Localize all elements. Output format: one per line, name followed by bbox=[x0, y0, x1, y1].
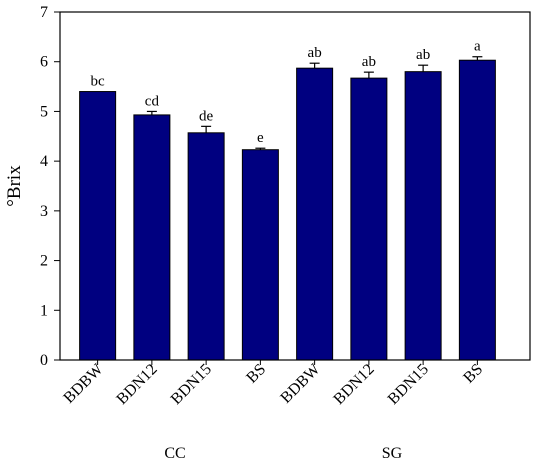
x-tick-label-6: BDN15 bbox=[385, 361, 432, 408]
significance-label-1: cd bbox=[145, 93, 160, 109]
x-tick-label-2: BDN15 bbox=[168, 361, 215, 408]
bars-layer bbox=[79, 59, 496, 361]
group-label-sg: SG bbox=[382, 445, 403, 462]
group-labels-layer: CC SG bbox=[164, 445, 402, 462]
bar-bdn12-1 bbox=[133, 114, 171, 361]
x-tick-labels-layer: BDBW BDN12 BDN15 BS BDBW BDN12 BDN15 BS bbox=[60, 360, 486, 408]
significance-label-3: e bbox=[257, 130, 264, 146]
y-tick-label-4: 4 bbox=[40, 153, 48, 170]
group-label-cc: CC bbox=[164, 445, 185, 462]
y-axis-title: °Brix bbox=[4, 165, 25, 207]
y-tick-label-0: 0 bbox=[40, 352, 48, 369]
y-tick-label-5: 5 bbox=[40, 103, 48, 120]
bar-bdn12-5 bbox=[350, 77, 388, 361]
x-tick-label-3: BS bbox=[243, 361, 269, 387]
plot-frame bbox=[59, 11, 531, 361]
bar-bdbw-4 bbox=[296, 67, 334, 361]
x-tick-label-7: BS bbox=[460, 361, 486, 387]
x-tick-label-0: BDBW bbox=[60, 360, 107, 407]
significance-labels-layer: bc cd de e ab ab ab a bbox=[91, 39, 482, 146]
error-bars-layer bbox=[146, 56, 483, 150]
y-tick-label-1: 1 bbox=[40, 302, 48, 319]
y-tick-label-7: 7 bbox=[40, 4, 48, 21]
significance-label-2: de bbox=[199, 108, 214, 124]
bar-bs-3 bbox=[241, 149, 279, 361]
y-tick-label-2: 2 bbox=[40, 253, 48, 270]
y-tick-label-3: 3 bbox=[40, 203, 48, 220]
significance-label-7: a bbox=[474, 39, 481, 55]
bar-bdbw-0 bbox=[79, 91, 117, 361]
significance-label-6: ab bbox=[416, 47, 430, 63]
x-tick-label-4: BDBW bbox=[277, 360, 324, 407]
bar-bdn15-6 bbox=[404, 71, 442, 361]
significance-label-4: ab bbox=[308, 45, 322, 61]
x-tick-label-1: BDN12 bbox=[113, 361, 160, 408]
bar-bs-7 bbox=[458, 59, 496, 361]
bar-bdn15-2 bbox=[187, 132, 225, 361]
significance-label-0: bc bbox=[91, 74, 106, 90]
x-tick-label-5: BDN12 bbox=[330, 361, 377, 408]
y-tick-label-6: 6 bbox=[40, 54, 48, 71]
significance-label-5: ab bbox=[362, 54, 376, 70]
axes-layer: 0 1 2 3 4 5 6 7 bbox=[40, 4, 531, 369]
